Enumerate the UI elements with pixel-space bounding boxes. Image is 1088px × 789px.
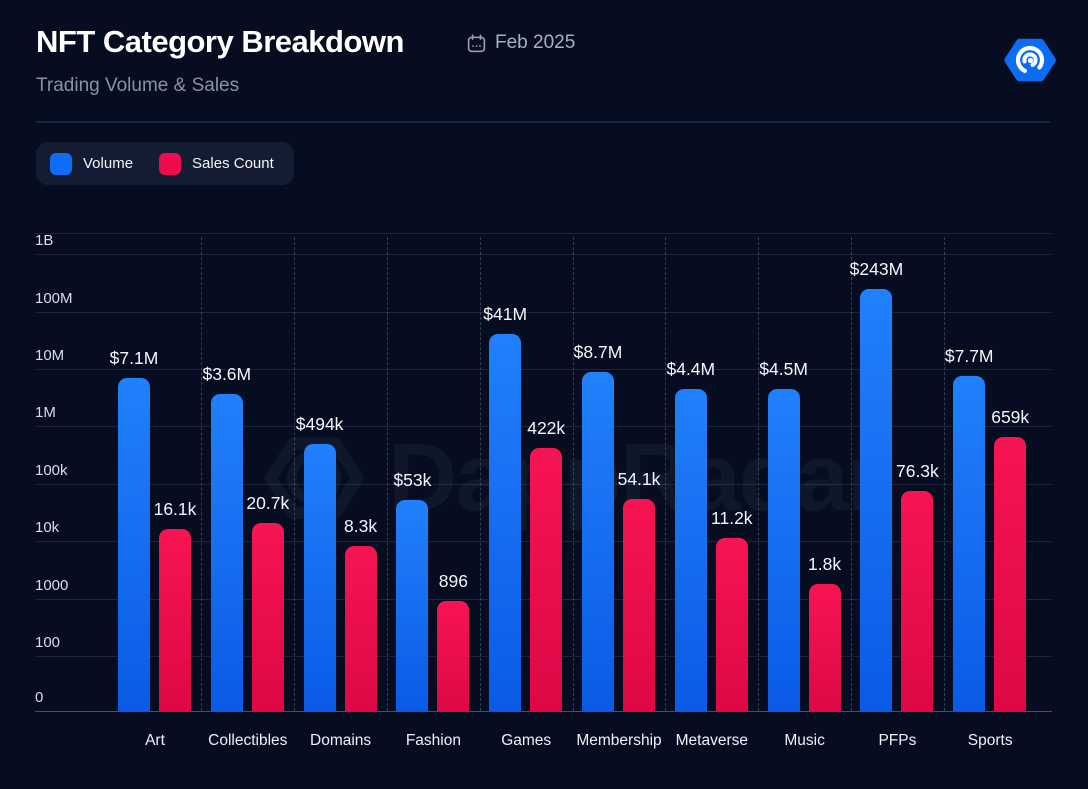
category-separator xyxy=(387,237,388,711)
y-gridline-1M xyxy=(35,426,1052,428)
y-axis-tick-10k: 10k xyxy=(35,519,60,537)
y-gridline-10M xyxy=(35,369,1052,370)
bar-value-sales-art: 16.1k xyxy=(153,499,197,520)
bar-volume-art[interactable] xyxy=(118,377,150,711)
y-axis-tick-100k: 100k xyxy=(35,461,68,479)
bar-volume-metaverse[interactable] xyxy=(674,389,707,711)
page-title: NFT Category Breakdown xyxy=(36,24,404,59)
bar-value-sales-domains: 8.3k xyxy=(344,515,378,536)
bar-sales-fashion[interactable] xyxy=(437,601,470,711)
bar-sales-sports[interactable] xyxy=(994,436,1027,711)
legend-item-sales-count[interactable]: Sales Count xyxy=(159,152,274,175)
bar-sales-games[interactable] xyxy=(530,447,563,711)
x-axis-label-domains: Domains xyxy=(310,732,372,749)
y-gridline-100M xyxy=(35,311,1052,313)
category-separator xyxy=(201,237,203,711)
bar-sales-metaverse[interactable] xyxy=(715,538,748,711)
bar-value-volume-pfps: $243M xyxy=(849,259,904,280)
legend-label-volume: Volume xyxy=(83,155,134,172)
category-separator xyxy=(758,237,760,711)
y-gridline-0 xyxy=(35,711,1052,712)
bar-value-volume-fashion: $53k xyxy=(393,469,432,490)
y-gridline-1B xyxy=(35,254,1052,256)
category-separator xyxy=(479,237,481,711)
x-axis-label-membership: Membership xyxy=(576,732,662,749)
bar-value-sales-games: 422k xyxy=(527,417,566,438)
legend-label-sales-count: Sales Count xyxy=(192,155,274,172)
y-axis-tick-10M: 10M xyxy=(35,347,65,364)
y-axis-tick-100M: 100M xyxy=(35,289,73,307)
x-axis-label-metaverse: Metaverse xyxy=(675,732,748,749)
chart-legend: Volume Sales Count xyxy=(36,142,294,185)
bar-value-sales-pfps: 76.3k xyxy=(895,460,939,481)
bar-sales-domains[interactable] xyxy=(344,545,377,711)
category-separator xyxy=(943,237,945,711)
bar-value-volume-sports: $7.7M xyxy=(944,345,994,366)
sales-count-swatch xyxy=(159,152,182,175)
bar-value-sales-fashion: 896 xyxy=(438,571,468,592)
page-subtitle: Trading Volume & Sales xyxy=(36,75,240,96)
y-axis-tick-1B: 1B xyxy=(35,232,54,250)
bar-value-volume-domains: $494k xyxy=(295,413,344,434)
legend-item-volume[interactable]: Volume xyxy=(50,152,134,175)
category-separator xyxy=(294,237,296,711)
bar-value-volume-games: $41M xyxy=(483,303,528,324)
y-axis-tick-1000: 1000 xyxy=(35,576,69,594)
bar-sales-membership[interactable] xyxy=(623,499,655,711)
bar-volume-domains[interactable] xyxy=(303,443,336,711)
x-axis-label-pfps: PFPs xyxy=(878,732,917,749)
bar-sales-collectibles[interactable] xyxy=(251,523,284,711)
bar-value-volume-music: $4.5M xyxy=(759,358,808,379)
x-axis-label-collectibles: Collectibles xyxy=(208,732,288,749)
calendar-icon xyxy=(467,33,486,52)
volume-swatch xyxy=(50,152,72,175)
bar-value-volume-metaverse: $4.4M xyxy=(666,359,716,380)
bar-volume-pfps[interactable] xyxy=(860,289,893,711)
y-axis-tick-1M: 1M xyxy=(35,404,56,422)
y-axis-tick-100: 100 xyxy=(35,634,61,651)
bar-volume-fashion[interactable] xyxy=(396,499,429,711)
category-separator xyxy=(665,237,667,711)
date-selector[interactable]: Feb 2025 xyxy=(466,32,575,54)
dappradar-logo-icon[interactable] xyxy=(1004,34,1056,86)
x-axis-label-art: Art xyxy=(145,732,165,749)
x-axis-label-music: Music xyxy=(784,732,825,749)
category-separator xyxy=(572,237,574,711)
bar-value-sales-sports: 659k xyxy=(991,406,1030,427)
bar-value-sales-music: 1.8k xyxy=(808,553,842,574)
bar-volume-collectibles[interactable] xyxy=(210,394,243,711)
x-axis-label-games: Games xyxy=(501,732,552,749)
bar-value-sales-membership: 54.1k xyxy=(617,469,661,490)
bar-value-volume-collectibles: $3.6M xyxy=(202,364,252,385)
bar-sales-art[interactable] xyxy=(159,529,191,711)
bar-value-volume-membership: $8.7M xyxy=(573,342,623,363)
bar-sales-pfps[interactable] xyxy=(901,490,934,711)
plot-top-gridline xyxy=(35,233,1052,234)
bar-volume-games[interactable] xyxy=(489,333,522,711)
bar-value-sales-metaverse: 11.2k xyxy=(711,508,753,529)
x-axis-label-fashion: Fashion xyxy=(405,732,461,749)
bar-value-volume-art: $7.1M xyxy=(109,347,159,368)
bar-volume-membership[interactable] xyxy=(582,372,614,711)
bar-volume-sports[interactable] xyxy=(953,375,986,711)
x-axis-label-sports: Sports xyxy=(967,732,1013,749)
date-label: Feb 2025 xyxy=(495,32,576,53)
y-axis-tick-0: 0 xyxy=(35,689,44,706)
header-divider xyxy=(36,121,1050,123)
bar-sales-music[interactable] xyxy=(808,583,841,711)
bar-value-sales-collectibles: 20.7k xyxy=(246,493,290,514)
category-separator xyxy=(851,237,852,711)
bar-volume-music[interactable] xyxy=(767,388,800,711)
